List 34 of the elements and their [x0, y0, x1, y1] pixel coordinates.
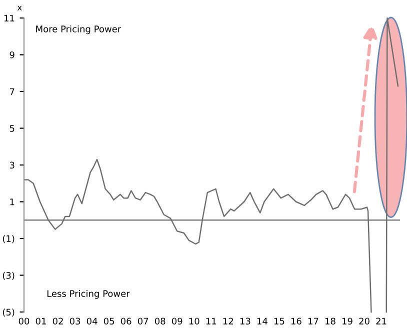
- annotation: Less Pricing Power: [47, 290, 130, 299]
- y-tick-label: 9: [10, 51, 14, 58]
- y-tick-label: (1): [2, 235, 14, 244]
- x-tick-label: 13: [240, 318, 250, 325]
- x-tick-label: 03: [70, 318, 80, 325]
- x-tick-label: 15: [274, 318, 284, 325]
- x-tick-label: 04: [86, 318, 98, 325]
- x-tick-label: 14: [257, 318, 268, 324]
- y-tick-label: (5): [2, 308, 14, 317]
- x-tick-label: 21: [376, 318, 386, 324]
- x-tick-label: 06: [120, 318, 132, 325]
- x-tick-label: 17: [308, 318, 318, 324]
- x-tick-label: 00: [18, 318, 30, 325]
- x-tick-label: 20: [359, 318, 370, 325]
- x-tick-label: 05: [104, 318, 114, 325]
- x-tick-label: 07: [138, 318, 148, 325]
- y-tick-label: 11: [4, 14, 14, 22]
- x-tick-label: 18: [325, 318, 336, 325]
- x-tick-label: 09: [172, 318, 182, 325]
- x-tick-label: 02: [52, 318, 63, 325]
- y-tick-label: 5: [10, 125, 14, 132]
- x-tick-label: 19: [342, 318, 352, 325]
- x-tick-label: 08: [154, 318, 166, 325]
- y-tick-label: (3): [2, 272, 14, 280]
- y-tick-label: 1: [10, 198, 14, 206]
- x-tick-label: 16: [291, 318, 302, 325]
- y-tick-label: 7: [10, 88, 14, 95]
- y-tick-label: 3: [10, 162, 14, 169]
- x-tick-label: 01: [36, 318, 46, 325]
- x-tick-label: 12: [223, 318, 233, 324]
- y-axis-title: x: [17, 6, 22, 10]
- x-tick-label: 11: [206, 318, 216, 324]
- x-tick-label: 10: [189, 318, 200, 325]
- annotation: More Pricing Power: [36, 25, 122, 34]
